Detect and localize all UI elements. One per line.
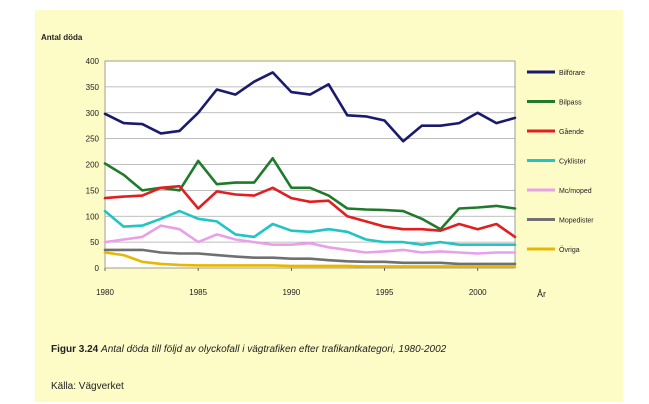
y-tick-label: 0 [95,264,100,273]
y-tick-label: 150 [86,186,100,195]
y-tick-label: 300 [86,109,100,118]
legend: Bilförare Bilpass Gående Cyklister Mc/moped M… [527,70,594,254]
caption-number: Figur 3.24 [51,344,99,355]
series-line-1 [103,71,517,143]
x-tick-label: 1985 [189,288,207,297]
legend-label: Bilpass [559,100,582,107]
line-chart: 0 50 100 150 200 250 300 350 400 1980 1985 1990 1995… [41,33,594,299]
legend-label: Mc/moped [559,188,592,195]
y-axis-label: Antal döda [41,33,83,42]
y-tick-label: 100 [86,212,100,221]
y-tick-label: 200 [86,161,100,170]
caption-text: Antal döda till följd av olyckofall i vä… [101,344,447,355]
axes: 0 50 100 150 200 250 300 350 400 1980 1985 1990 1995… [86,57,488,297]
legend-label: Cyklister [559,159,587,166]
y-tick-label: 400 [86,57,100,66]
legend-label: Mopedister [559,218,594,225]
series-line-6 [103,248,517,266]
series-line-3 [103,184,517,239]
chart-figure: 0 50 100 150 200 250 300 350 400 1980 1985 1990 1995… [35,10,623,402]
series-line-7 [103,251,517,268]
series-line-2 [103,157,517,231]
series-line-4 [103,209,517,246]
legend-label: Gående [559,128,584,136]
x-axis-label: År [537,289,546,299]
x-tick-label: 1990 [282,288,300,297]
legend-label: Övriga [559,246,580,254]
series-line-5 [103,224,517,255]
figure-caption: Figur 3.24 Antal döda till följd av olyc… [51,344,611,356]
grid [104,60,516,269]
series-lines [103,71,517,268]
y-tick-label: 250 [86,135,100,144]
x-tick-label: 1995 [376,288,394,297]
x-tick-label: 1980 [96,288,114,297]
figure-source: Källa: Vägverket [51,381,124,392]
legend-label: Bilförare [559,70,585,77]
x-tick-label: 2000 [469,288,487,297]
y-tick-label: 50 [90,238,99,247]
y-tick-label: 350 [86,83,100,92]
